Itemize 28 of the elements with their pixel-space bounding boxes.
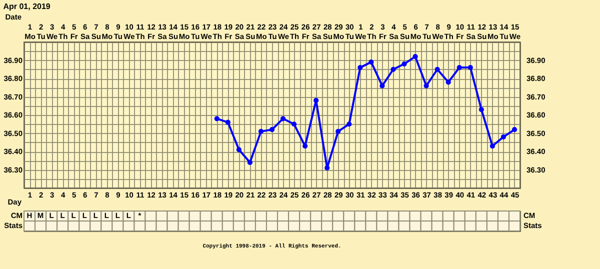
point	[490, 143, 495, 149]
point	[324, 165, 330, 170]
chart-title: Apr 01, 2019	[3, 2, 51, 11]
point	[434, 66, 440, 72]
point	[236, 147, 242, 152]
point	[402, 61, 407, 66]
point	[468, 65, 473, 70]
point	[512, 127, 518, 132]
point	[214, 116, 220, 122]
point	[258, 128, 264, 134]
point	[346, 122, 352, 127]
point	[280, 116, 286, 122]
point	[456, 65, 462, 70]
point	[412, 54, 418, 60]
point	[368, 60, 374, 65]
point	[269, 127, 275, 132]
point	[225, 120, 230, 125]
point	[247, 160, 253, 165]
point	[478, 106, 484, 112]
point	[500, 134, 506, 140]
point	[446, 80, 451, 85]
point	[336, 128, 341, 134]
point	[291, 122, 297, 127]
point	[380, 83, 385, 88]
point	[424, 83, 429, 88]
point	[390, 66, 396, 72]
point	[358, 65, 363, 70]
point	[314, 98, 319, 103]
